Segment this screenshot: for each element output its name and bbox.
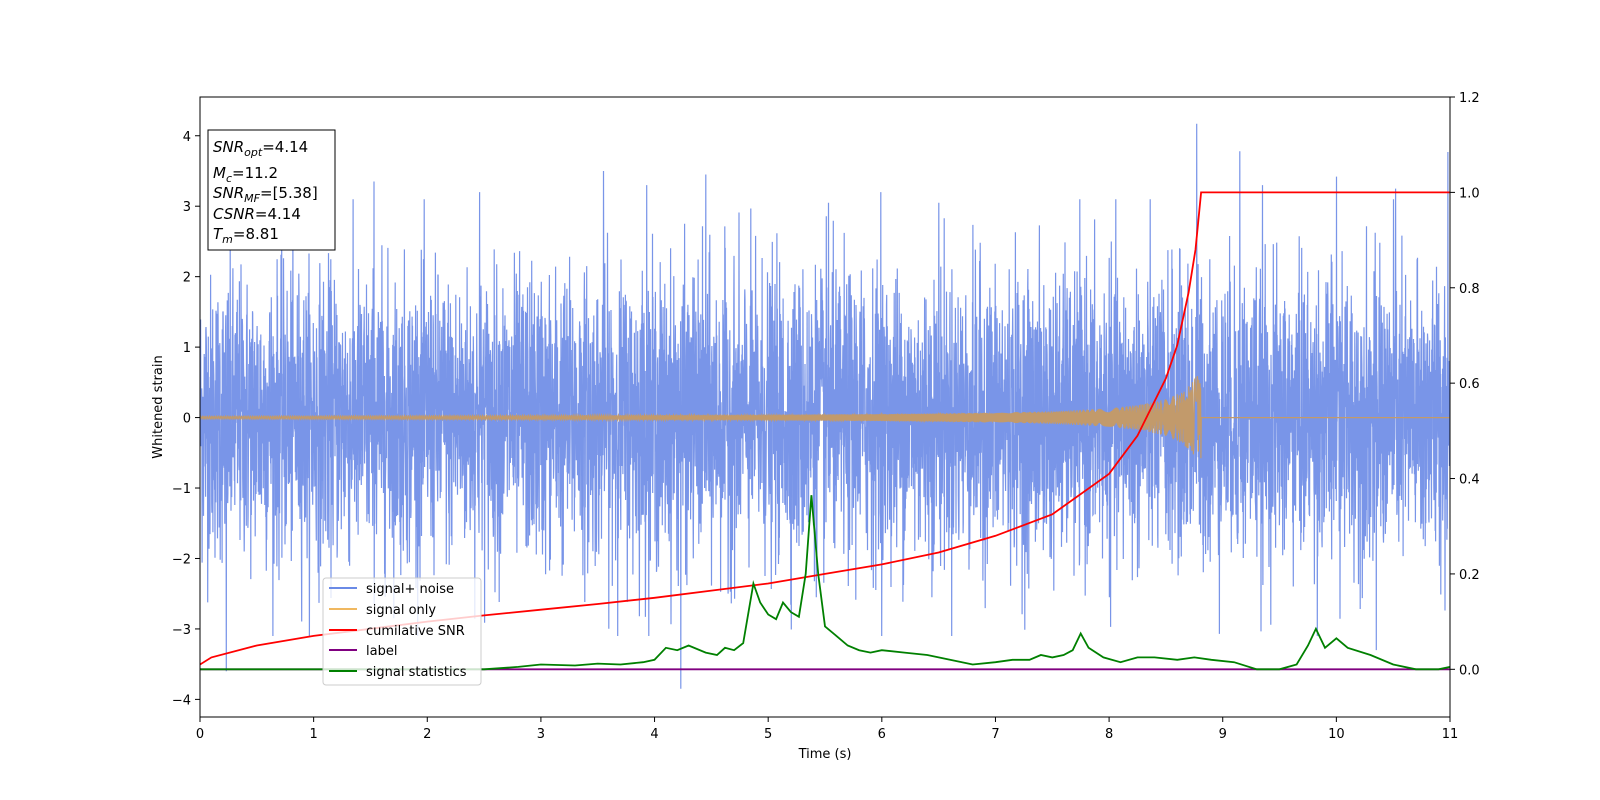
y2-tick-label: 0.8 <box>1459 282 1480 297</box>
y2-tick-label: 1.0 <box>1459 186 1480 201</box>
x-tick-label: 8 <box>1105 727 1113 742</box>
axes-frame <box>199 96 1451 718</box>
y2-tick-label: 0.0 <box>1459 663 1480 678</box>
info-snr-opt: SNRopt=4.14 <box>213 138 308 159</box>
x-tick-label: 7 <box>991 727 999 742</box>
info-tm: Tm=8.81 <box>213 225 279 246</box>
x-tick-label: 9 <box>1219 727 1227 742</box>
x-tick-label: 10 <box>1328 727 1345 742</box>
series-signal-only <box>200 376 1450 459</box>
y2-tick-label: 0.4 <box>1459 473 1480 488</box>
legend-entry: cumilative SNR <box>329 624 465 639</box>
x-tick-label: 5 <box>764 727 772 742</box>
legend-label: signal+ noise <box>366 582 454 597</box>
legend-entry: signal statistics <box>329 665 467 680</box>
y-tick-label: −1 <box>172 482 191 497</box>
x-tick-label: 11 <box>1442 727 1459 742</box>
legend-label: cumilative SNR <box>366 624 465 639</box>
legend-entry: signal+ noise <box>329 582 454 597</box>
series-signal-noise <box>200 123 1450 689</box>
y-tick-label: 2 <box>183 271 191 286</box>
legend-label: label <box>366 644 397 659</box>
y2-tick-label: 0.6 <box>1459 377 1480 392</box>
y-tick-label: 0 <box>183 412 191 427</box>
axes <box>199 96 1451 718</box>
legend-label: signal only <box>366 603 436 618</box>
y2-tick-label: 1.2 <box>1459 91 1480 106</box>
info-mc: Mc=11.2 <box>213 164 278 185</box>
legend-entry: signal only <box>329 603 436 618</box>
legend-entry: label <box>329 644 397 659</box>
info-csnr: CSNR=4.14 <box>213 205 301 223</box>
series-signal-statistics <box>200 495 1450 671</box>
x-tick-label: 1 <box>309 727 317 742</box>
x-tick-label: 3 <box>537 727 545 742</box>
info-box: SNRopt=4.14 Mc=11.2 SNRMF=[5.38] CSNR=4.… <box>207 129 336 251</box>
y-tick-label: −2 <box>172 552 191 567</box>
x-tick-label: 6 <box>878 727 886 742</box>
tick-group: 0 1 2 3 4 5 6 7 8 9 10 11 −4 −3 −2 −1 0 1 2 3 4 0.0 0.2 0.4 0.6 0… <box>172 91 1480 742</box>
x-axis-label: Time (s) <box>798 747 852 762</box>
legend-frame <box>322 577 482 686</box>
y2-tick-label: 0.2 <box>1459 568 1480 583</box>
info-box-frame <box>207 129 336 251</box>
y-tick-label: 1 <box>183 341 191 356</box>
y-tick-label: −3 <box>172 623 191 638</box>
info-snr-mf: SNRMF=[5.38] <box>213 184 318 205</box>
y-axis-label: Whitened strain <box>151 355 166 458</box>
y-tick-label: −4 <box>172 693 191 708</box>
legend: signal+ noise signal only cumilative SNR… <box>322 577 482 686</box>
x-tick-label: 0 <box>196 727 204 742</box>
y-tick-label: 3 <box>183 200 191 215</box>
x-tick-label: 2 <box>423 727 431 742</box>
y-tick-label: 4 <box>183 130 191 145</box>
legend-label: signal statistics <box>366 665 467 680</box>
x-tick-label: 4 <box>650 727 658 742</box>
